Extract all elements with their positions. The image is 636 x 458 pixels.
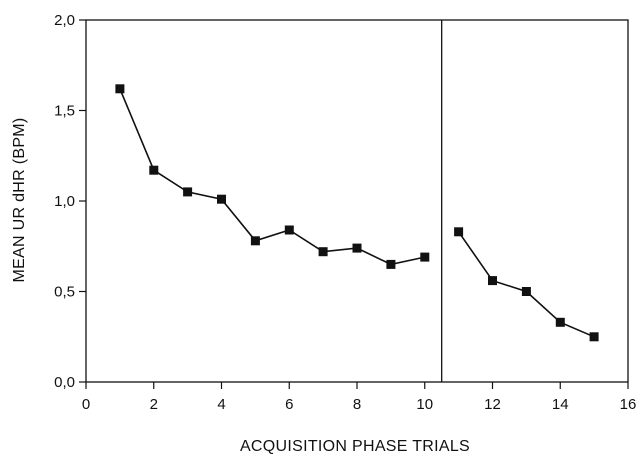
series-segment-2 <box>454 227 599 342</box>
y-tick-label: 1,0 <box>54 193 75 210</box>
y-tick-labels: 0,0 0,5 1,0 1,5 2,0 <box>54 12 75 391</box>
x-tick-label: 2 <box>150 396 158 413</box>
x-tick-label: 0 <box>82 396 90 413</box>
data-point <box>589 332 599 342</box>
x-tick-label: 4 <box>217 396 225 413</box>
x-axis-title: ACQUISITION PHASE TRIALS <box>240 438 470 455</box>
y-tick-label: 0,5 <box>54 284 75 301</box>
x-tick-label: 12 <box>484 396 501 413</box>
y-axis-title: MEAN UR dHR (BPM) <box>11 117 28 282</box>
data-point <box>521 287 531 296</box>
series-line <box>119 88 425 266</box>
x-tick-label: 6 <box>285 396 293 413</box>
data-point <box>284 225 294 235</box>
data-point <box>454 227 464 237</box>
y-tick-label: 2,0 <box>54 12 75 29</box>
x-tick-label: 16 <box>620 396 636 413</box>
y-tick-label: 0,0 <box>54 374 75 391</box>
data-series <box>115 84 599 342</box>
series-segment-1 <box>115 84 430 269</box>
x-tick-label: 10 <box>416 396 433 413</box>
data-point <box>420 252 430 262</box>
data-point <box>217 194 226 204</box>
x-tick-label: 8 <box>353 396 361 413</box>
y-tick-label: 1,5 <box>54 103 75 120</box>
data-point <box>115 84 125 94</box>
data-point <box>488 276 497 286</box>
data-point <box>386 259 396 269</box>
data-point <box>352 243 362 253</box>
series-line <box>457 231 595 338</box>
data-point <box>318 247 328 257</box>
data-point <box>555 317 565 327</box>
plot-frame <box>85 19 629 383</box>
x-tick-label: 14 <box>552 396 569 413</box>
axis-ticks <box>79 19 629 389</box>
data-point <box>183 187 193 197</box>
data-point <box>250 236 260 246</box>
data-point <box>149 165 159 175</box>
x-tick-labels: 0 2 4 6 8 10 12 14 16 <box>82 396 636 413</box>
plot-frame-layer <box>85 19 629 383</box>
